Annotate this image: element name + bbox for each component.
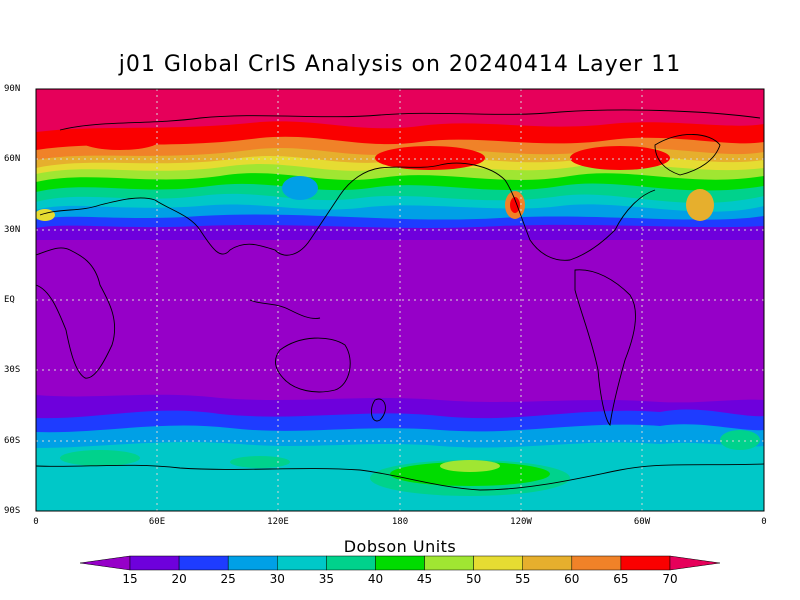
lon-label-0-right: 0 — [761, 517, 767, 527]
lon-label-120e: 120E — [267, 517, 289, 527]
lat-label-30s: 30S — [4, 365, 21, 375]
colorbar-swatch — [620, 555, 671, 571]
colorbar-swatch — [129, 555, 180, 571]
lon-label-0-left: 0 — [33, 517, 39, 527]
colorbar-tick-label: 15 — [122, 572, 138, 586]
colorbar-tick-label: 50 — [465, 572, 482, 586]
map-frame — [35, 88, 765, 512]
lon-label-180: 180 — [391, 517, 409, 527]
lon-label-60w: 60W — [633, 517, 651, 527]
colorbar-swatch — [424, 555, 474, 571]
colorbar-tick-label: 60 — [564, 572, 580, 586]
colorbar-swatch — [473, 555, 523, 571]
colorbar-swatch — [277, 555, 327, 571]
colorbar — [79, 555, 721, 571]
colorbar-swatch — [326, 555, 376, 571]
colorbar-tick-label: 25 — [220, 572, 236, 586]
colorbar-tick-label: 70 — [662, 572, 678, 586]
lat-label-60s: 60S — [4, 436, 21, 446]
lat-label-90s: 90S — [4, 506, 21, 516]
coastlines — [36, 109, 764, 491]
colorbar-tick-label: 35 — [318, 572, 334, 586]
colorbar-swatch — [375, 555, 425, 571]
colorbar-arrow-low — [79, 555, 131, 571]
lon-label-60e: 60E — [148, 517, 166, 527]
map-title: j01 Global CrIS Analysis on 20240414 Lay… — [118, 52, 682, 77]
ozone-field — [36, 89, 764, 511]
lat-label-30n: 30N — [4, 225, 21, 235]
lat-label-90n: 90N — [4, 84, 21, 94]
colorbar-swatch — [522, 555, 573, 571]
colorbar-tick-label: 65 — [613, 572, 629, 586]
colorbar-tick-label: 30 — [269, 572, 285, 586]
grid-lines — [36, 89, 764, 511]
colorbar-tick-label: 40 — [367, 572, 384, 586]
colorbar-swatch — [178, 555, 229, 571]
lat-label-eq: EQ — [4, 295, 15, 305]
colorbar-arrow-high — [669, 555, 721, 571]
colorbar-tick-label: 55 — [515, 572, 531, 586]
lat-label-60n: 60N — [4, 154, 21, 164]
lon-label-120w: 120W — [510, 517, 532, 527]
colorbar-tick-label: 45 — [416, 572, 433, 586]
colorbar-title: Dobson Units — [343, 537, 457, 556]
colorbar-tick-label: 20 — [171, 572, 187, 586]
colorbar-swatch — [571, 555, 622, 571]
colorbar-swatch — [227, 555, 278, 571]
